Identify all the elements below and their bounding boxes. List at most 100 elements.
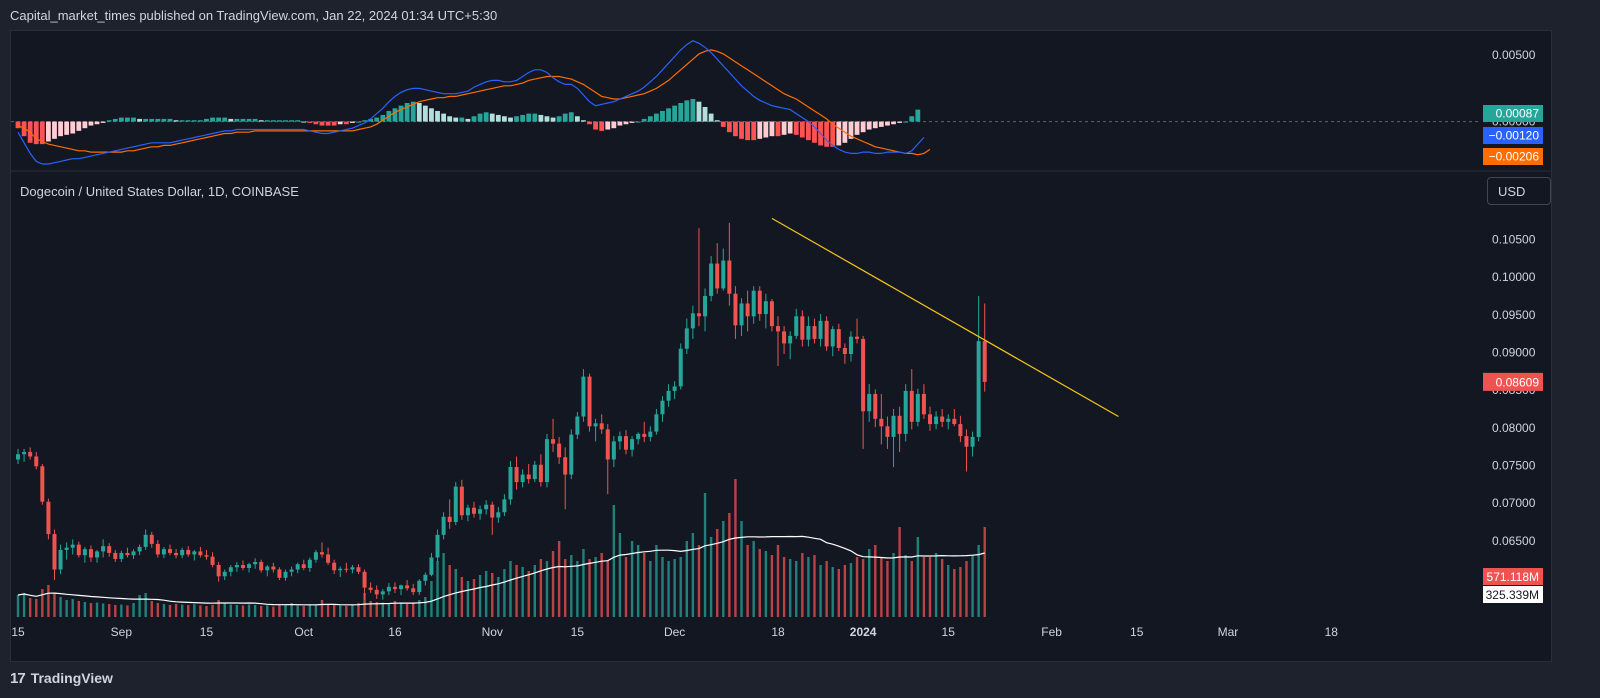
candle-body bbox=[532, 464, 537, 480]
volume-bar bbox=[211, 605, 214, 617]
macd-histogram-bar bbox=[161, 118, 167, 122]
macd-histogram-bar bbox=[447, 116, 453, 122]
macd-histogram-bar bbox=[611, 121, 617, 129]
price-axis-tick-label: 0.06500 bbox=[1492, 534, 1536, 548]
macd-histogram-bar bbox=[106, 120, 112, 122]
macd-histogram-bar bbox=[398, 105, 404, 122]
volume-bar bbox=[95, 602, 99, 617]
volume-bar bbox=[108, 604, 111, 617]
volume-bar bbox=[770, 555, 774, 617]
volume-bar bbox=[472, 579, 476, 617]
candle-body bbox=[557, 443, 562, 458]
candle-body bbox=[247, 564, 252, 569]
volume-bar bbox=[229, 604, 232, 617]
volume-bar bbox=[868, 549, 871, 617]
volume-bar bbox=[764, 551, 768, 617]
volume-bar bbox=[478, 575, 482, 617]
macd-histogram-bar bbox=[234, 118, 240, 122]
candle-body bbox=[34, 456, 39, 467]
candle-body bbox=[198, 551, 203, 556]
volume-bar bbox=[947, 565, 950, 617]
macd-histogram-bar bbox=[277, 120, 282, 122]
macd-histogram-bar bbox=[362, 120, 367, 122]
tradingview-logo[interactable]: 17 TradingView bbox=[10, 664, 113, 692]
currency-button[interactable]: USD bbox=[1487, 177, 1551, 205]
macd-histogram-bar bbox=[222, 117, 228, 122]
candle-body bbox=[769, 301, 774, 327]
candle-body bbox=[794, 316, 799, 336]
candle-body bbox=[113, 552, 118, 559]
candle-body bbox=[58, 549, 63, 570]
volume-bar bbox=[746, 545, 749, 617]
candle-body bbox=[168, 549, 172, 553]
macd-histogram-bar bbox=[246, 118, 252, 122]
candle-body bbox=[703, 295, 708, 317]
volume-bar bbox=[296, 605, 299, 617]
time-axis-tick-label: 15 bbox=[942, 625, 956, 639]
volume-bar bbox=[199, 605, 202, 617]
macd-histogram-bar bbox=[112, 118, 118, 122]
candle-body bbox=[289, 569, 294, 572]
macd-histogram-bar bbox=[684, 100, 690, 122]
volume-bar bbox=[904, 555, 907, 617]
macd-histogram-bar bbox=[739, 121, 744, 139]
macd-histogram-bar bbox=[173, 120, 179, 122]
macd-histogram-bar bbox=[781, 121, 787, 135]
volume-bar bbox=[509, 561, 512, 617]
candle-body bbox=[788, 335, 793, 344]
macd-histogram-bar bbox=[806, 121, 811, 141]
macd-histogram-bar bbox=[82, 121, 88, 129]
candle-body bbox=[684, 328, 689, 349]
candle-body bbox=[551, 439, 556, 444]
volume-bar bbox=[260, 606, 263, 617]
macd-histogram-bar bbox=[210, 117, 215, 122]
candle-body bbox=[344, 568, 349, 570]
candle-body bbox=[478, 509, 483, 514]
volume-bar bbox=[314, 604, 318, 617]
chart-frame[interactable] bbox=[10, 30, 1552, 662]
volume-bar bbox=[521, 567, 524, 617]
candle-body bbox=[928, 414, 932, 425]
macd-histogram-bar bbox=[429, 108, 434, 122]
volume-bar bbox=[180, 604, 184, 617]
macd-histogram-bar bbox=[301, 121, 307, 123]
candle-body bbox=[915, 393, 920, 422]
macd-histogram-bar bbox=[252, 118, 258, 122]
volume-bar bbox=[874, 545, 877, 617]
volume-bar bbox=[880, 557, 883, 617]
macd-histogram-bar bbox=[587, 121, 592, 125]
candle-body bbox=[265, 566, 270, 571]
macd-histogram-bar bbox=[903, 121, 909, 123]
macd-histogram-bar bbox=[350, 121, 355, 123]
volume-bar bbox=[539, 559, 543, 617]
candle-body bbox=[259, 561, 264, 571]
candle-body bbox=[490, 504, 495, 518]
candle-body bbox=[636, 433, 641, 440]
macd-histogram-bar bbox=[343, 121, 349, 125]
volume-bar bbox=[120, 604, 123, 617]
volume-bar bbox=[940, 559, 944, 617]
symbol-legend[interactable]: Dogecoin / United States Dollar, 1D, COI… bbox=[20, 184, 299, 199]
candle-body bbox=[848, 336, 853, 354]
volume-bar bbox=[709, 537, 713, 617]
volume-bar bbox=[643, 553, 646, 617]
candle-body bbox=[447, 516, 452, 523]
volume-bar bbox=[758, 549, 761, 617]
tradingview-logo-icon: 17 bbox=[10, 669, 26, 687]
volume-bar bbox=[126, 605, 129, 617]
macd-histogram-bar bbox=[763, 121, 769, 138]
candle-body bbox=[581, 376, 586, 417]
macd-histogram-bar bbox=[581, 120, 586, 122]
price-axis-tick-label: 0.09500 bbox=[1492, 308, 1536, 322]
macd-line-value-badge: −0.00120 bbox=[1489, 129, 1540, 143]
candle-body bbox=[392, 586, 397, 590]
candle-body bbox=[301, 564, 306, 569]
candle-body bbox=[660, 400, 665, 415]
candle-body bbox=[520, 474, 525, 483]
time-axis-tick-label: 18 bbox=[1325, 625, 1339, 639]
volume-bar bbox=[861, 559, 865, 617]
price-axis-tick-label: 0.07500 bbox=[1492, 459, 1536, 473]
candle-body bbox=[399, 585, 404, 590]
candle-body bbox=[836, 329, 841, 348]
